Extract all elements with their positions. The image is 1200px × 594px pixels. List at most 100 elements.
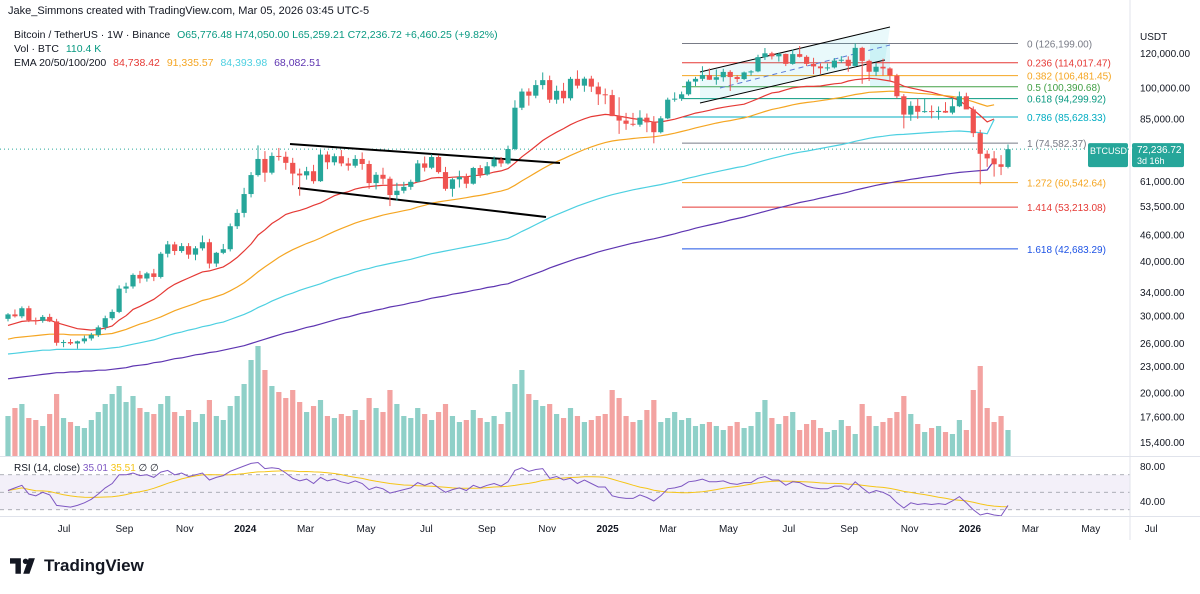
candle-body	[283, 156, 289, 163]
candle-body	[713, 77, 719, 80]
volume-bar	[74, 426, 81, 456]
fib-level-label: 1.414 (53,213.08)	[1027, 203, 1106, 214]
price-tick-label: 120,000.00	[1140, 49, 1190, 60]
candle-body	[692, 78, 699, 82]
volume-bar	[963, 430, 969, 456]
price-tick-label: 17,600.00	[1140, 413, 1185, 424]
rsi-value: 35.01	[82, 463, 108, 474]
volume-bar	[956, 420, 962, 456]
candle-body	[977, 133, 983, 154]
volume-bar	[838, 420, 844, 456]
time-tick-label: Jul	[420, 524, 433, 535]
ohlc-values: O65,776.48 H74,050.00 L65,259.21 C72,236…	[177, 29, 498, 41]
volume-bar	[776, 424, 782, 456]
volume-bar	[449, 416, 456, 456]
volume-bar	[192, 422, 199, 456]
volume-bar	[241, 384, 247, 456]
volume-bar	[651, 400, 657, 456]
candle-body	[380, 174, 386, 179]
volume-bar	[748, 426, 754, 456]
axes[interactable]: 120,000.00 100,000.00 85,000.00 61,000.00 53…	[0, 0, 1200, 540]
candle-body	[498, 159, 504, 164]
volume-bar	[60, 418, 67, 456]
time-tick-label: May	[357, 524, 376, 535]
ema-label[interactable]: EMA 20/50/100/200	[14, 57, 107, 69]
volume-bar	[970, 390, 976, 456]
candle-body	[158, 253, 164, 277]
price-tag-countdown: 3d 16h	[1137, 156, 1165, 166]
candle-body	[567, 78, 574, 99]
volume-bar	[338, 414, 344, 456]
tradingview-logo[interactable]: TradingView	[10, 556, 144, 576]
volume-bar	[304, 412, 310, 456]
volume-bar	[283, 398, 289, 456]
volume-bar	[331, 418, 337, 456]
channel-fill	[700, 27, 890, 103]
candle-body	[484, 166, 490, 175]
symbol-legend[interactable]: Bitcoin / TetherUS · 1W · Binance O65,77…	[14, 29, 502, 41]
candle-body	[533, 85, 539, 96]
trendline-drawings[interactable]	[289, 26, 891, 218]
symbol-title[interactable]: Bitcoin / TetherUS · 1W · Binance	[14, 29, 171, 41]
volume-legend[interactable]: Vol · BTC 110.4 K	[14, 43, 105, 55]
volume-bar	[498, 424, 504, 456]
candle-body	[206, 242, 212, 264]
volume-bar	[290, 390, 296, 456]
volume-bar	[199, 414, 206, 456]
candle-body	[665, 99, 671, 119]
candle-body	[192, 248, 199, 255]
ema200-value: 68,082.51	[274, 57, 321, 69]
volume-bar	[554, 414, 560, 456]
price-tag-value-box	[1132, 143, 1184, 168]
rsi-legend[interactable]: RSI (14, close) 35.01 35.51 ∅ ∅	[14, 463, 159, 474]
fib-level-label: 1 (74,582.37)	[1027, 139, 1087, 150]
rsi-pane[interactable]: 80.00 40.00	[0, 461, 1165, 517]
candle-body	[241, 194, 247, 213]
candlesticks	[5, 43, 1011, 349]
time-tick-label: Sep	[116, 524, 134, 535]
candle-body	[456, 176, 462, 180]
candle-body	[630, 123, 636, 125]
volume-bar	[19, 404, 25, 456]
candle-body	[845, 59, 851, 66]
ema-legend[interactable]: EMA 20/50/100/200 84,738.42 91,335.57 84…	[14, 57, 325, 69]
candle-body	[616, 116, 622, 121]
volume-bar	[456, 422, 462, 456]
candle-body	[984, 153, 990, 159]
fibonacci-retracement[interactable]: 0 (126,199.00) 0.236 (114,017.47) 0.382 (1…	[0, 39, 1130, 256]
candle-body	[255, 158, 261, 176]
candle-body	[331, 156, 337, 163]
fib-level-label: 0.5 (100,390.68)	[1027, 83, 1100, 94]
volume-bar	[519, 370, 525, 456]
volume-bar	[47, 414, 53, 456]
volume-bar	[942, 432, 949, 456]
volume-bar	[873, 426, 879, 456]
volume-bar	[609, 390, 615, 456]
candle-body	[123, 286, 129, 289]
volume-bar	[831, 430, 837, 456]
candle-body	[699, 75, 706, 79]
fib-level-label: 0 (126,199.00)	[1027, 39, 1092, 50]
candle-body	[359, 158, 365, 164]
candle-body	[67, 342, 74, 344]
candle-body	[227, 226, 233, 250]
volume-bar	[901, 396, 907, 456]
rsi-tick-label: 80.00	[1140, 462, 1165, 473]
candle-body	[304, 171, 310, 176]
volume-bar	[887, 418, 893, 456]
volume-bar	[852, 434, 858, 456]
volume-bar	[297, 402, 303, 456]
rsi-line	[7, 461, 1009, 517]
candle-body	[109, 311, 115, 319]
volume-label[interactable]: Vol · BTC	[14, 43, 59, 55]
brand-name: TradingView	[44, 556, 144, 575]
fib-level-label: 0.786 (85,628.33)	[1027, 113, 1106, 124]
price-tick-label: 15,400.00	[1140, 438, 1185, 449]
volume-bar	[637, 420, 643, 456]
candle-body	[824, 67, 831, 69]
rsi-label[interactable]: RSI (14, close)	[14, 463, 81, 474]
volume-bar	[547, 404, 553, 456]
